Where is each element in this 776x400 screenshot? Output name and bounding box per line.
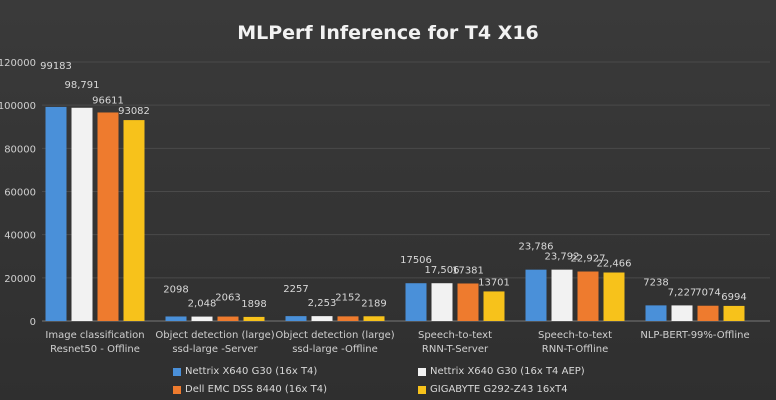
bar	[243, 316, 265, 321]
x-tick-label: Object detection (large)	[155, 330, 274, 341]
data-label: 96611	[92, 95, 124, 106]
data-label: 2098	[163, 284, 188, 295]
data-label: 7238	[643, 277, 668, 288]
x-tick-label: NLP-BERT-99%-Offline	[640, 330, 749, 341]
bar	[525, 269, 547, 321]
bar	[483, 291, 505, 321]
data-label: 22,466	[597, 259, 632, 270]
data-label: 17506	[400, 255, 432, 266]
y-tick-label: 40000	[4, 231, 36, 242]
data-label: 98,791	[65, 80, 100, 91]
legend-swatch	[418, 367, 426, 376]
bar	[577, 271, 599, 321]
data-label: 2189	[361, 298, 386, 309]
x-tick-label: Speech-to-text	[418, 330, 492, 341]
x-tick-label: RNN-T-Server	[422, 344, 489, 355]
data-label: 2257	[283, 284, 308, 295]
data-label: 13701	[478, 277, 510, 288]
data-label: 2063	[215, 293, 240, 304]
data-label: 7,227	[668, 287, 697, 298]
legend-swatch	[418, 385, 426, 394]
bar	[431, 283, 453, 321]
y-tick-label: 80000	[4, 144, 36, 155]
bar	[457, 283, 479, 321]
chart-title: MLPerf Inference for T4 X16	[237, 22, 539, 44]
y-tick-label: 100000	[0, 101, 36, 112]
y-tick-label: 0	[30, 317, 36, 328]
data-label: 99183	[40, 61, 72, 72]
legend-swatch	[173, 385, 181, 394]
bar	[217, 316, 239, 321]
bar	[97, 112, 119, 321]
legend-label: GIGABYTE G292-Z43 16xT4	[430, 384, 568, 395]
data-label: 7074	[695, 288, 720, 299]
bar	[405, 283, 427, 321]
y-tick-label: 60000	[4, 188, 36, 199]
data-label: 23,786	[519, 242, 554, 253]
legend-item: GIGABYTE G292-Z43 16xT4	[418, 384, 568, 395]
legend-swatch	[173, 367, 181, 376]
y-tick-label: 20000	[4, 274, 36, 285]
legend-label: Dell EMC DSS 8440 (16x T4)	[185, 384, 327, 395]
bar	[723, 305, 745, 321]
data-label: 2152	[335, 292, 360, 303]
x-tick-label: ssd-large -Offline	[292, 344, 378, 355]
legend-label: Nettrix X640 G30 (16x T4)	[185, 366, 318, 377]
y-tick-label: 120000	[0, 58, 36, 69]
bar	[71, 107, 93, 321]
data-label: 93082	[118, 106, 150, 117]
data-label: 2,048	[188, 299, 217, 310]
bar	[551, 269, 573, 321]
bar	[671, 305, 693, 321]
bar	[337, 316, 359, 321]
legend-item: Nettrix X640 G30 (16x T4)	[173, 366, 317, 377]
x-tick-label: Object detection (large)	[275, 330, 394, 341]
x-tick-label: Resnet50 - Offline	[50, 344, 140, 355]
data-label: 1898	[241, 299, 266, 310]
bar	[697, 305, 719, 321]
data-label: 22,927	[571, 254, 606, 265]
legend-label: Nettrix X640 G30 (16x T4 AEP)	[430, 366, 585, 377]
x-tick-label: Image classification	[45, 330, 144, 341]
data-label: 17,506	[425, 265, 460, 276]
x-tick-label: RNN-T-Offline	[542, 344, 608, 355]
bar	[45, 106, 67, 321]
bar	[165, 316, 187, 321]
legend-item: Nettrix X640 G30 (16x T4 AEP)	[418, 366, 585, 377]
bar	[123, 120, 145, 321]
data-label: 2,253	[308, 298, 337, 309]
bar	[603, 272, 625, 321]
legend-item: Dell EMC DSS 8440 (16x T4)	[173, 384, 327, 395]
data-label: 23,792	[545, 252, 580, 263]
bar	[191, 316, 213, 321]
data-label: 17381	[452, 265, 484, 276]
data-label: 6994	[721, 292, 746, 303]
x-tick-label: ssd-large -Server	[172, 344, 258, 355]
bar	[645, 305, 667, 321]
x-tick-label: Speech-to-text	[538, 330, 612, 341]
bar	[285, 316, 307, 321]
bar	[311, 316, 333, 321]
bar	[363, 316, 385, 321]
